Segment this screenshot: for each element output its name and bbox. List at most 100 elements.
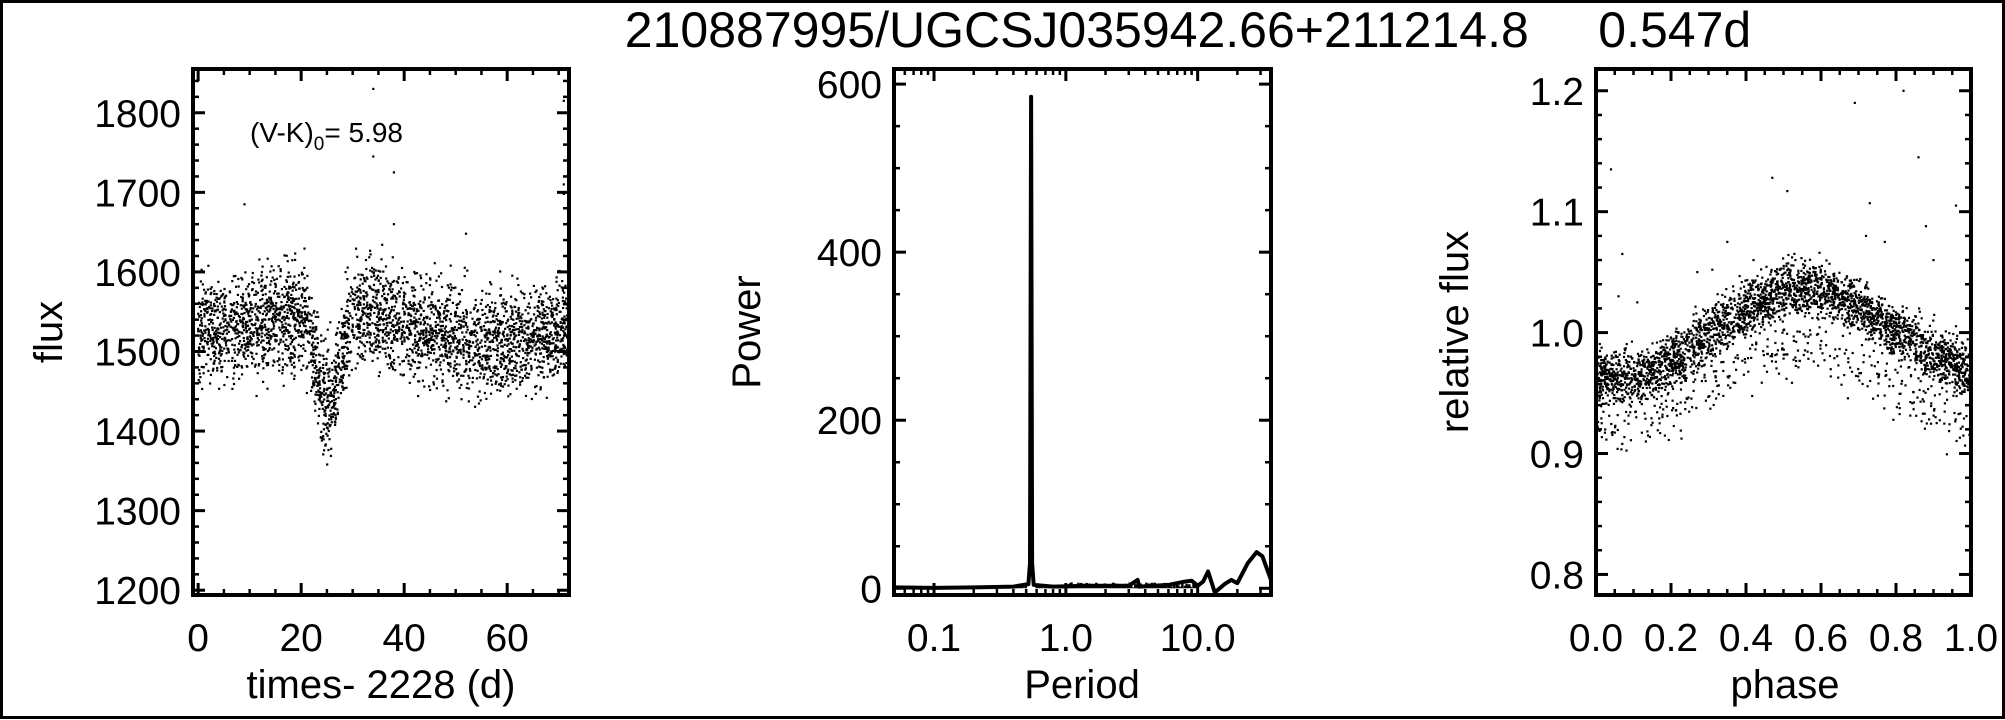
data-point <box>408 301 411 304</box>
data-point <box>496 368 499 371</box>
data-point <box>1629 397 1632 400</box>
data-point <box>455 337 458 340</box>
data-point <box>562 99 565 102</box>
data-point <box>331 406 334 409</box>
data-point <box>419 304 422 307</box>
data-point <box>465 338 468 342</box>
data-point <box>1879 329 1882 332</box>
data-point <box>1949 339 1952 342</box>
data-point <box>530 364 533 368</box>
data-point <box>233 344 236 347</box>
data-point <box>1800 275 1803 279</box>
data-point <box>480 345 484 348</box>
data-point <box>403 302 406 306</box>
data-point <box>1877 319 1880 322</box>
data-point <box>1794 259 1797 262</box>
data-point <box>1791 256 1794 259</box>
data-point <box>369 332 372 335</box>
data-point <box>437 313 440 316</box>
data-point <box>1782 273 1785 276</box>
data-point <box>491 315 494 318</box>
data-point <box>227 339 230 342</box>
data-point <box>233 372 236 375</box>
data-point <box>301 273 304 276</box>
data-point <box>441 336 445 339</box>
data-point <box>516 277 519 280</box>
data-point <box>232 275 235 278</box>
data-point <box>1681 375 1684 378</box>
data-point <box>217 297 220 300</box>
data-point <box>1892 333 1895 336</box>
data-point <box>1958 385 1961 388</box>
data-point <box>394 369 397 372</box>
data-point <box>539 352 543 355</box>
data-point <box>504 379 507 382</box>
data-point <box>289 304 292 307</box>
data-point <box>531 331 534 334</box>
data-point <box>249 342 252 346</box>
data-point <box>463 320 466 323</box>
data-point <box>270 280 273 283</box>
data-point <box>261 265 264 268</box>
data-point <box>500 353 503 356</box>
data-point <box>509 348 512 351</box>
data-point <box>473 322 476 325</box>
data-point <box>1724 295 1727 298</box>
data-point <box>497 332 500 336</box>
data-point <box>1798 294 1801 297</box>
data-point <box>318 394 321 397</box>
data-point <box>382 319 385 322</box>
data-point <box>474 335 477 338</box>
data-point <box>551 355 554 358</box>
data-point <box>308 331 311 334</box>
data-point <box>1890 333 1893 337</box>
data-point <box>216 341 219 344</box>
data-point <box>348 312 351 315</box>
data-point <box>1732 335 1735 339</box>
data-point <box>246 365 249 368</box>
data-point <box>1603 361 1606 365</box>
data-point <box>1773 277 1776 280</box>
data-point <box>1928 356 1931 359</box>
data-point <box>547 353 550 356</box>
data-point <box>209 307 212 310</box>
data-point <box>212 336 215 339</box>
data-point <box>304 349 307 352</box>
data-point <box>1674 355 1677 358</box>
data-point <box>333 392 336 395</box>
data-point <box>255 308 259 311</box>
data-point <box>1864 285 1867 288</box>
data-point <box>515 369 519 372</box>
data-point <box>244 271 247 274</box>
data-point <box>1940 357 1943 360</box>
data-point <box>500 376 503 379</box>
data-point <box>425 273 428 276</box>
data-point <box>1958 375 1961 378</box>
data-point <box>412 294 415 297</box>
data-point <box>347 351 351 354</box>
data-point <box>1623 381 1627 384</box>
data-point <box>1804 312 1807 315</box>
data-point <box>536 326 539 329</box>
data-point <box>1931 333 1934 336</box>
data-point <box>416 330 419 333</box>
data-point <box>1634 388 1637 392</box>
data-point <box>1901 344 1905 347</box>
data-point <box>403 294 406 297</box>
data-point <box>523 296 526 300</box>
data-point <box>264 284 267 287</box>
data-point <box>236 293 239 296</box>
data-point <box>563 291 566 294</box>
data-point <box>234 337 237 340</box>
data-point <box>533 329 536 332</box>
data-point <box>1888 341 1891 344</box>
data-point <box>1803 305 1806 308</box>
data-point <box>501 351 504 354</box>
data-point <box>1828 262 1831 265</box>
data-point <box>444 304 447 308</box>
data-point <box>458 363 461 366</box>
data-point <box>465 316 468 319</box>
data-point <box>275 339 278 342</box>
data-point <box>1785 284 1788 287</box>
data-point <box>525 321 528 324</box>
